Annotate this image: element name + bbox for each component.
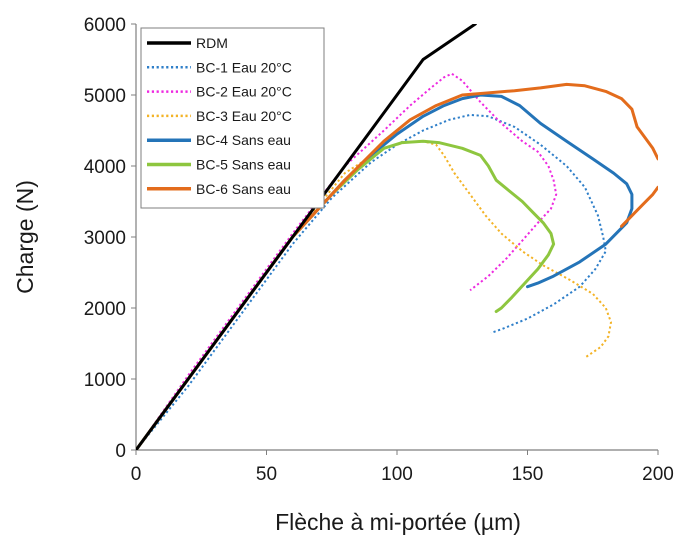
- x-tick-label: 0: [131, 464, 142, 485]
- x-tick-label: 100: [381, 464, 413, 485]
- x-tick-label: 200: [642, 464, 674, 485]
- x-axis-title: Flèche à mi-portée (µm): [275, 509, 521, 535]
- series-line-bc-3-eau-20-c: [136, 140, 612, 450]
- x-tick-label: 150: [512, 464, 544, 485]
- y-tick-label: 3000: [84, 228, 126, 249]
- y-tick-label: 1000: [84, 370, 126, 391]
- series-line-continuation: [620, 185, 658, 228]
- y-tick-label: 6000: [84, 15, 126, 36]
- legend: RDM BC-1 Eau 20°C BC-2 Eau 20°C BC-3 Eau 20…: [140, 27, 325, 209]
- series-line-bc-2-eau-20-c: [136, 72, 558, 450]
- legend-label: BC-1 Eau 20°C: [196, 59, 292, 75]
- series-layer: [136, 24, 658, 450]
- y-tick-label: 0: [115, 441, 126, 462]
- series-line-bc-6-sans-eau: [136, 82, 658, 450]
- legend-label: BC-2 Eau 20°C: [196, 84, 292, 100]
- y-axis-title: Charge (N): [12, 180, 38, 294]
- legend-label: BC-3 Eau 20°C: [196, 108, 292, 124]
- series-line-bc-1-eau-20-c: [136, 113, 607, 450]
- y-tick-label: 4000: [84, 157, 126, 178]
- legend-label: BC-4 Sans eau: [196, 132, 291, 148]
- y-tick-label: 2000: [84, 299, 126, 320]
- x-tick-label: 50: [256, 464, 277, 485]
- legend-label: BC-6 Sans eau: [196, 181, 291, 197]
- legend-label: BC-5 Sans eau: [196, 157, 291, 173]
- legend-box: [140, 27, 325, 209]
- legend-entries: RDM BC-1 Eau 20°C BC-2 Eau 20°C BC-3 Eau 20…: [147, 35, 292, 197]
- legend-label: RDM: [196, 35, 228, 51]
- y-tick-label: 5000: [84, 86, 126, 107]
